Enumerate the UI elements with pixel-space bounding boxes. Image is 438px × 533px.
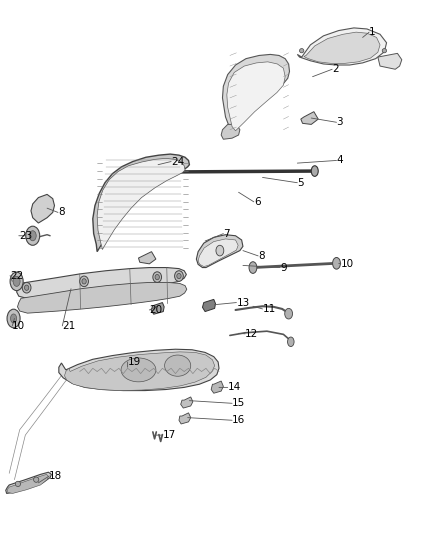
Polygon shape [196,235,243,268]
Ellipse shape [11,314,17,323]
Text: 10: 10 [12,321,25,331]
Ellipse shape [332,257,340,269]
Polygon shape [304,32,380,63]
Ellipse shape [22,282,31,293]
Ellipse shape [121,358,156,382]
Text: 2: 2 [332,64,339,74]
Text: 6: 6 [254,197,261,207]
Ellipse shape [288,337,294,346]
Ellipse shape [34,477,39,482]
Polygon shape [211,381,223,393]
Ellipse shape [82,279,86,284]
Ellipse shape [15,481,21,487]
Text: 7: 7 [223,229,230,239]
Text: 22: 22 [10,271,23,280]
Polygon shape [223,54,290,134]
Text: 23: 23 [19,231,32,241]
Ellipse shape [165,355,191,376]
Ellipse shape [382,49,387,53]
Polygon shape [221,124,240,139]
Polygon shape [378,53,402,69]
Text: 19: 19 [127,357,141,367]
Ellipse shape [177,273,181,279]
Ellipse shape [285,309,293,319]
Ellipse shape [249,262,257,273]
Polygon shape [59,349,219,391]
Polygon shape [198,239,238,266]
Polygon shape [202,300,215,312]
Text: 9: 9 [280,263,286,272]
Ellipse shape [26,226,40,245]
Text: 12: 12 [245,329,258,339]
Text: 10: 10 [341,259,354,269]
Text: 15: 15 [232,398,245,408]
Text: 8: 8 [58,207,64,217]
Text: 1: 1 [369,27,376,37]
Polygon shape [31,195,54,223]
Polygon shape [138,252,156,264]
Polygon shape [301,112,318,124]
Text: 8: 8 [258,251,265,261]
Ellipse shape [13,276,20,286]
Ellipse shape [311,166,318,176]
Text: 24: 24 [171,157,184,166]
Polygon shape [97,158,185,249]
Ellipse shape [29,231,36,241]
Polygon shape [6,472,51,494]
Text: 5: 5 [297,177,304,188]
Polygon shape [151,303,164,314]
Ellipse shape [10,272,23,290]
Text: 16: 16 [232,415,245,425]
Ellipse shape [141,167,148,177]
Text: 18: 18 [49,471,63,481]
Polygon shape [64,352,215,391]
Ellipse shape [300,49,304,53]
Ellipse shape [7,309,20,328]
Text: 20: 20 [149,305,162,315]
Polygon shape [181,397,193,408]
Text: 21: 21 [62,321,76,331]
Text: 14: 14 [228,382,241,392]
Polygon shape [179,413,191,424]
Polygon shape [17,268,186,298]
Text: 13: 13 [237,297,250,308]
Ellipse shape [216,245,224,256]
Polygon shape [18,282,187,313]
Text: 11: 11 [262,304,276,314]
Ellipse shape [25,285,29,290]
Polygon shape [93,154,189,252]
Text: 17: 17 [162,430,176,440]
Text: 3: 3 [336,117,343,127]
Text: 4: 4 [336,156,343,165]
Polygon shape [227,62,285,131]
Ellipse shape [175,271,184,281]
Ellipse shape [153,272,162,282]
Polygon shape [297,28,387,65]
Ellipse shape [155,274,159,280]
Ellipse shape [80,276,88,287]
Polygon shape [7,474,48,494]
